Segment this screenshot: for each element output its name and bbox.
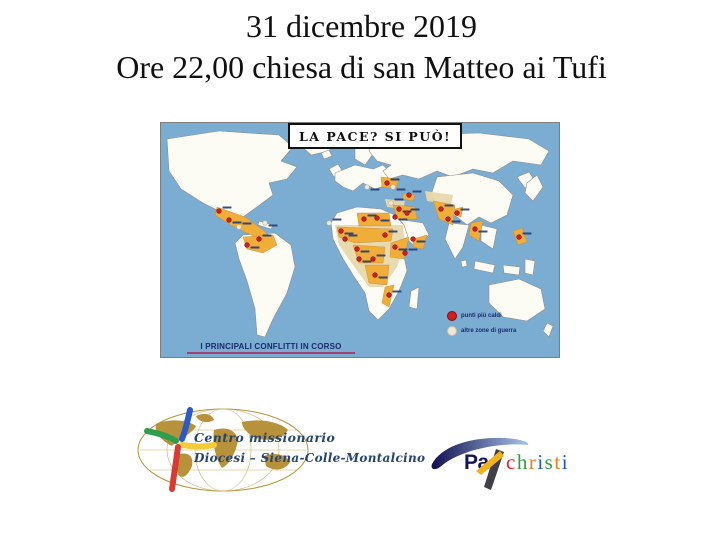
swoosh-icon <box>431 437 529 470</box>
conflict-label <box>451 220 461 223</box>
missionary-logo-text: Centro missionario Diocesi – Siena-Colle… <box>194 430 425 465</box>
pax-letter: c <box>506 450 517 474</box>
conflict-dot <box>361 216 367 222</box>
conflict-label <box>250 246 260 249</box>
conflict-label <box>242 222 252 225</box>
conflict-label <box>388 230 398 233</box>
pax-x-gold-stroke <box>476 451 504 475</box>
conflict-label <box>232 221 242 224</box>
conflict-label <box>392 290 402 293</box>
pax-letter: r <box>529 450 538 474</box>
world-map-graphic <box>161 123 559 357</box>
conflict-dot <box>354 246 360 252</box>
conflict-dot <box>388 200 394 206</box>
conflict-dot <box>370 256 376 262</box>
map-banner: LA PACE? SI PUÒ! <box>288 123 463 149</box>
pax-letter: t <box>554 450 561 474</box>
conflict-dot <box>454 210 460 216</box>
conflict-dot <box>256 236 262 242</box>
conflict-dot <box>390 184 396 190</box>
conflict-dot <box>236 224 242 230</box>
conflict-dot <box>216 208 222 214</box>
conflict-label <box>367 214 377 217</box>
pax-letter: h <box>517 450 529 474</box>
missionary-diocese: Diocesi – Siena-Colle-Montalcino <box>194 451 426 465</box>
conflict-label <box>412 190 422 193</box>
hot-spot-dot-icon <box>447 311 457 321</box>
map-caption: I PRINCIPALI CONFLITTI IN CORSO <box>187 342 355 354</box>
conflict-dot <box>410 236 416 242</box>
map-legend: punti più caldi altre zone di guerra <box>447 311 516 336</box>
conflict-dot <box>445 216 451 222</box>
conflict-dot <box>516 234 522 240</box>
legend-row: punti più caldi <box>447 311 516 321</box>
legend-label: altre zone di guerra <box>461 328 517 334</box>
conflict-label <box>348 234 358 237</box>
pax-letter: i <box>562 450 569 474</box>
pax-letter: s <box>545 450 555 474</box>
conflict-dot <box>372 272 378 278</box>
conflict-label <box>268 224 278 227</box>
conflict-dot <box>356 256 362 262</box>
conflict-dot <box>342 236 348 242</box>
conflict-markers <box>216 178 532 298</box>
slide-title-place: Ore 22,00 chiesa di san Matteo ai Tufi <box>116 49 607 85</box>
conflict-label <box>262 234 272 237</box>
conflict-dot <box>384 180 390 186</box>
conflict-label <box>410 208 420 211</box>
conflict-dot <box>374 215 380 221</box>
globe-continents <box>155 413 290 477</box>
conflict-dot <box>244 242 250 248</box>
conflict-dot <box>396 206 402 212</box>
conflict-label <box>332 218 342 221</box>
conflict-dot <box>326 220 332 226</box>
conflict-label <box>396 188 406 191</box>
conflict-dot <box>382 232 388 238</box>
conflict-dot <box>386 292 392 298</box>
conflict-label <box>408 248 418 251</box>
conflict-label <box>460 208 470 211</box>
conflict-label <box>362 260 372 263</box>
conflict-dot <box>438 206 444 212</box>
pax-letter: i <box>537 450 544 474</box>
legend-label: punti più caldi <box>461 313 502 319</box>
conflict-label <box>444 204 454 207</box>
conflict-label <box>522 232 532 235</box>
conflict-label <box>416 240 426 243</box>
legend-row: altre zone di guerra <box>447 326 516 336</box>
conflict-dot <box>392 244 398 250</box>
conflict-label <box>478 230 488 233</box>
conflict-label <box>376 254 386 257</box>
war-zone-dot-icon <box>447 326 457 336</box>
pax-wordmark-christi: christi <box>506 450 569 474</box>
conflict-label <box>360 250 370 253</box>
paxchristi-logo: Pa christi <box>431 437 569 490</box>
conflict-label <box>398 218 408 221</box>
missionary-name: Centro missionario <box>194 430 336 445</box>
conflict-label <box>370 188 380 191</box>
missionary-globe-logo <box>137 407 309 492</box>
conflict-dot <box>392 214 398 220</box>
conflict-label <box>398 248 408 251</box>
conflict-dot <box>262 220 268 226</box>
conflict-label <box>344 232 354 235</box>
conflict-dot <box>472 226 478 232</box>
conflict-dot <box>338 228 344 234</box>
conflict-label <box>378 276 388 279</box>
conflict-label <box>222 206 232 209</box>
mission-cross-icon <box>144 407 217 492</box>
conflict-label <box>394 198 404 201</box>
conflict-dot <box>364 184 370 190</box>
conflict-dot <box>402 250 408 256</box>
conflict-dot <box>404 210 410 216</box>
conflict-map: LA PACE? SI PUÒ! punti più caldi altre zo… <box>160 122 560 358</box>
conflict-dot <box>226 217 232 223</box>
conflict-dot <box>406 192 412 198</box>
slide-title-date: 31 dicembre 2019 <box>245 8 478 44</box>
conflict-label <box>390 178 400 181</box>
conflict-label <box>380 219 390 222</box>
